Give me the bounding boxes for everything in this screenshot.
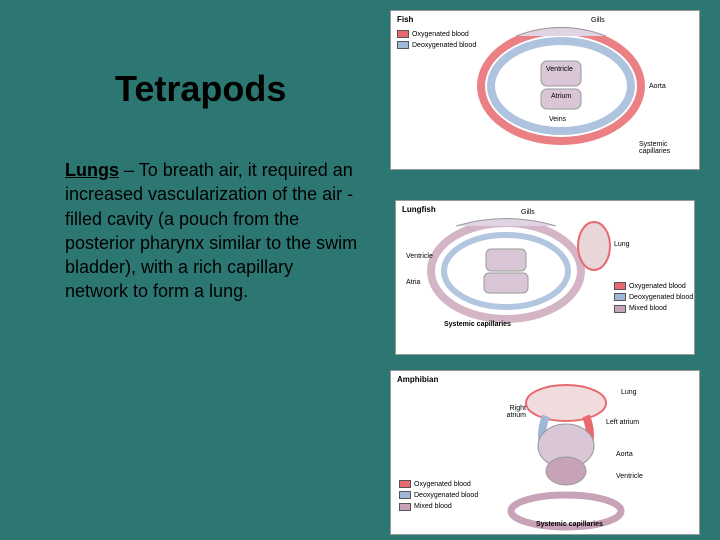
lungfish-legend-mixed: Mixed blood	[614, 303, 693, 314]
amph-legend-oxy-label: Oxygenated blood	[414, 481, 471, 488]
lungfish-legend-deoxy: Deoxygenated blood	[614, 292, 693, 303]
amph-legend-deoxy-label: Deoxygenated blood	[414, 492, 478, 499]
amphibian-diagram: Amphibian Right atrium Left atrium Lung …	[390, 370, 700, 535]
lungfish-atria-label: Atria	[406, 279, 420, 286]
amph-latrium-label: Left atrium	[606, 419, 641, 426]
lungfish-gills-label: Gills	[521, 209, 535, 216]
lungfish-legend-deoxy-label: Deoxygenated blood	[629, 294, 693, 301]
amph-ratrium-label: Right atrium	[491, 405, 526, 419]
amph-aorta-label: Aorta	[616, 451, 633, 458]
fish-veins-label: Veins	[549, 116, 566, 123]
lungfish-diagram: Lungfish Gills Ventricle Atria Lung Syst…	[395, 200, 695, 355]
body-rest: – To breath air, it required an increase…	[65, 160, 357, 301]
amph-legend-deoxy: Deoxygenated blood	[399, 490, 478, 501]
amph-legend-oxy: Oxygenated blood	[399, 479, 478, 490]
oxy-swatch	[399, 480, 411, 488]
amph-legend-mixed-label: Mixed blood	[414, 503, 452, 510]
fish-diagram: Fish Oxygenated blood Deoxygenated blood…	[390, 10, 700, 170]
lungfish-legend-mixed-label: Mixed blood	[629, 305, 667, 312]
amph-legend-mixed: Mixed blood	[399, 501, 478, 512]
fish-ventricle-label: Ventricle	[546, 66, 573, 73]
mixed-swatch	[399, 503, 411, 511]
body-lead: Lungs	[65, 160, 119, 180]
deoxy-swatch	[399, 491, 411, 499]
mixed-swatch	[614, 305, 626, 313]
lungfish-svg	[396, 201, 696, 356]
fish-atrium-label: Atrium	[551, 93, 571, 100]
lungfish-ventricle-label: Ventricle	[406, 253, 433, 260]
amph-systemic-label: Systemic capillaries	[536, 521, 603, 528]
lungfish-systemic-label: Systemic capillaries	[444, 321, 511, 328]
lungfish-legend-oxy-label: Oxygenated blood	[629, 283, 686, 290]
fish-gills-label: Gills	[591, 17, 605, 24]
amph-ventricle-label: Ventricle	[616, 473, 643, 480]
oxy-swatch	[614, 282, 626, 290]
slide-title: Tetrapods	[115, 68, 286, 110]
deoxy-swatch	[614, 293, 626, 301]
fish-systemic-label: Systemic capillaries	[639, 141, 689, 155]
body-paragraph: Lungs – To breath air, it required an in…	[65, 158, 360, 304]
lungfish-legend-oxy: Oxygenated blood	[614, 281, 693, 292]
lungfish-lung-label: Lung	[614, 241, 630, 248]
amph-lung-label: Lung	[621, 389, 637, 396]
fish-aorta-label: Aorta	[649, 83, 666, 90]
